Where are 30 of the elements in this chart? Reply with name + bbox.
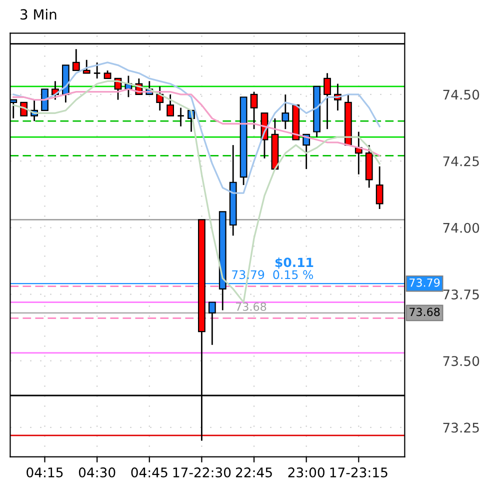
candlestick <box>93 62 101 80</box>
chart-title: 3 Min <box>20 8 56 20</box>
x-tick-label: 17-22:30 <box>173 467 231 478</box>
y-tick-label: 74.50 <box>443 90 480 100</box>
candlestick <box>166 94 174 116</box>
candlestick <box>208 302 216 346</box>
candlestick <box>72 48 80 72</box>
line-series <box>12 62 380 194</box>
x-tick-label: 23:00 <box>288 467 324 478</box>
candlestick <box>282 94 290 130</box>
y-tick-label: 73.50 <box>443 356 480 366</box>
x-tick-label: 22:45 <box>236 467 272 478</box>
annotation: 73.68 <box>236 302 266 311</box>
candlestick <box>376 166 384 210</box>
ref-line-label: 73.68 <box>410 308 440 316</box>
x-tick-label: 04:30 <box>78 467 116 478</box>
annotation: $0.11 <box>275 257 314 269</box>
y-tick-label: 73.75 <box>443 289 479 300</box>
x-tick-label: 04:15 <box>26 467 63 478</box>
y-tick-label: 73.25 <box>443 422 479 433</box>
x-tick-label: 04:45 <box>131 467 168 478</box>
candlestick <box>250 91 258 130</box>
y-tick-label: 74.00 <box>443 222 480 233</box>
x-tick-label: 17-23:15 <box>330 467 388 478</box>
candlestick <box>324 72 331 130</box>
candlestick <box>82 59 90 74</box>
ref-line-label: 73.79 <box>410 278 440 287</box>
candlestick <box>176 107 185 128</box>
y-tick-label: 74.25 <box>443 156 479 166</box>
annotation: 73.79 0.15 % <box>232 270 314 280</box>
